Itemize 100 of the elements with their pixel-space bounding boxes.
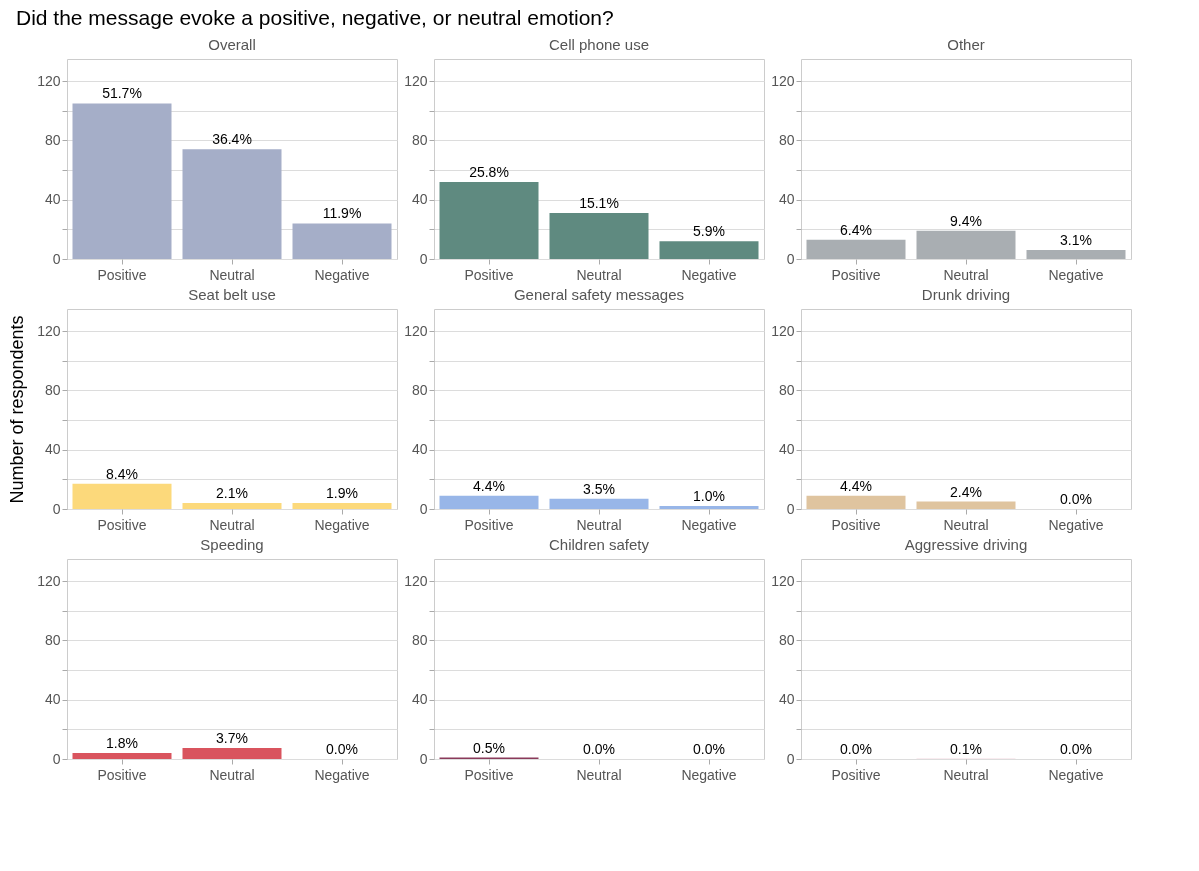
y-tick-label: 40 — [411, 691, 428, 708]
bar — [659, 241, 759, 259]
y-tick-label: 120 — [37, 322, 61, 339]
y-tick-label: 40 — [778, 441, 795, 458]
y-tick-label: 0 — [786, 750, 795, 767]
y-tick-label: 80 — [778, 631, 795, 648]
y-tick-label: 0 — [52, 500, 61, 517]
bar — [72, 103, 172, 259]
annotation: 1.0% — [693, 488, 725, 505]
annotation: 4.4% — [473, 477, 505, 494]
x-tick-label: Neutral — [576, 766, 622, 783]
y-tick-label: 80 — [411, 131, 428, 148]
annotation: 0.5% — [473, 739, 505, 756]
y-tick-label: 40 — [778, 691, 795, 708]
x-tick-label: Neutral — [943, 516, 989, 533]
y-tick-label: 0 — [52, 750, 61, 767]
chart-title: Overall — [208, 36, 256, 53]
x-tick-label: Negative — [1048, 516, 1104, 533]
y-tick-label: 40 — [411, 191, 428, 208]
text: Did the message evoke a positive, negative, or neutral emotion? — [16, 6, 615, 30]
y-tick-label: 80 — [778, 381, 795, 398]
annotation: 36.4% — [212, 131, 252, 148]
x-tick-label: Neutral — [576, 266, 622, 283]
annotation: 51.7% — [102, 85, 142, 102]
annotation: 15.1% — [579, 195, 619, 212]
y-tick-label: 120 — [404, 72, 428, 89]
chart-title: Cell phone use — [548, 36, 650, 53]
x-tick-label: Positive — [831, 266, 881, 283]
x-tick-label: Positive — [97, 516, 147, 533]
y-tick-label: 40 — [44, 691, 61, 708]
x-tick-label: Positive — [831, 516, 881, 533]
y-tick-label: 0 — [419, 750, 428, 767]
x-tick-label: Negative — [1048, 266, 1104, 283]
annotation: 4.4% — [840, 477, 872, 494]
x-tick-label: Negative — [314, 766, 370, 783]
x-tick-label: Positive — [464, 516, 514, 533]
x-tick-label: Negative — [681, 266, 737, 283]
annotation: 3.1% — [1060, 232, 1092, 249]
chart-title: Seat belt use — [188, 286, 276, 303]
annotation: 25.8% — [469, 163, 509, 180]
y-tick-label: 40 — [44, 441, 61, 458]
y-axis-title: Number of respondents — [7, 315, 28, 504]
chart-title: Children safety — [548, 536, 650, 553]
annotation: 5.9% — [693, 223, 725, 240]
x-tick-label: Positive — [97, 766, 147, 783]
bar — [182, 149, 282, 259]
x-tick-label: Negative — [1048, 766, 1104, 783]
y-tick-label: 40 — [778, 191, 795, 208]
x-tick-label: Neutral — [576, 516, 622, 533]
annotation: 9.4% — [950, 212, 982, 229]
chart-title: Speeding — [200, 536, 264, 553]
x-tick-label: Negative — [681, 516, 737, 533]
annotation: 0.0% — [326, 741, 358, 757]
x-tick-label: Neutral — [943, 266, 989, 283]
y-tick-label: 40 — [411, 441, 428, 458]
bar — [439, 181, 539, 259]
annotation: 0.0% — [1060, 741, 1092, 757]
y-tick-label: 0 — [419, 500, 428, 517]
x-tick-label: Neutral — [209, 516, 255, 533]
x-tick-label: Negative — [314, 266, 370, 283]
x-tick-label: Positive — [464, 766, 514, 783]
x-tick-label: Negative — [681, 766, 737, 783]
x-tick-label: Negative — [314, 516, 370, 533]
y-tick-label: 120 — [771, 72, 795, 89]
x-tick-label: Positive — [464, 266, 514, 283]
chart-title: Drunk driving — [921, 286, 1011, 303]
y-tick-label: 40 — [44, 191, 61, 208]
annotation: 2.1% — [216, 485, 248, 502]
y-tick-label: 120 — [37, 572, 61, 589]
annotation: 8.4% — [106, 465, 138, 482]
annotation: 0.1% — [950, 740, 982, 757]
y-tick-label: 120 — [404, 322, 428, 339]
annotation: 0.0% — [693, 741, 725, 757]
chart-title: Other — [947, 36, 985, 53]
annotation: 6.4% — [840, 221, 872, 238]
x-tick-label: Positive — [97, 266, 147, 283]
y-tick-label: 80 — [411, 381, 428, 398]
y-tick-label: 120 — [771, 322, 795, 339]
y-tick-label: 120 — [404, 572, 428, 589]
x-tick-label: Neutral — [943, 766, 989, 783]
annotation: 1.8% — [106, 735, 138, 752]
y-tick-label: 0 — [419, 250, 428, 267]
x-tick-label: Neutral — [209, 266, 255, 283]
x-tick-label: Neutral — [209, 766, 255, 783]
y-tick-label: 80 — [411, 631, 428, 648]
y-tick-label: 80 — [44, 631, 61, 648]
y-tick-label: 80 — [44, 381, 61, 398]
y-tick-label: 120 — [771, 572, 795, 589]
annotation: 1.9% — [326, 485, 358, 502]
annotation: 3.5% — [583, 480, 615, 497]
bar — [549, 213, 649, 259]
y-tick-label: 0 — [52, 250, 61, 267]
bar — [292, 223, 392, 259]
annotation: 0.0% — [1060, 491, 1092, 507]
annotation: 0.0% — [583, 741, 615, 757]
y-tick-label: 0 — [786, 250, 795, 267]
annotation: 0.0% — [840, 741, 872, 757]
annotation: 3.7% — [216, 729, 248, 746]
y-tick-label: 80 — [778, 131, 795, 148]
y-tick-label: 80 — [44, 131, 61, 148]
